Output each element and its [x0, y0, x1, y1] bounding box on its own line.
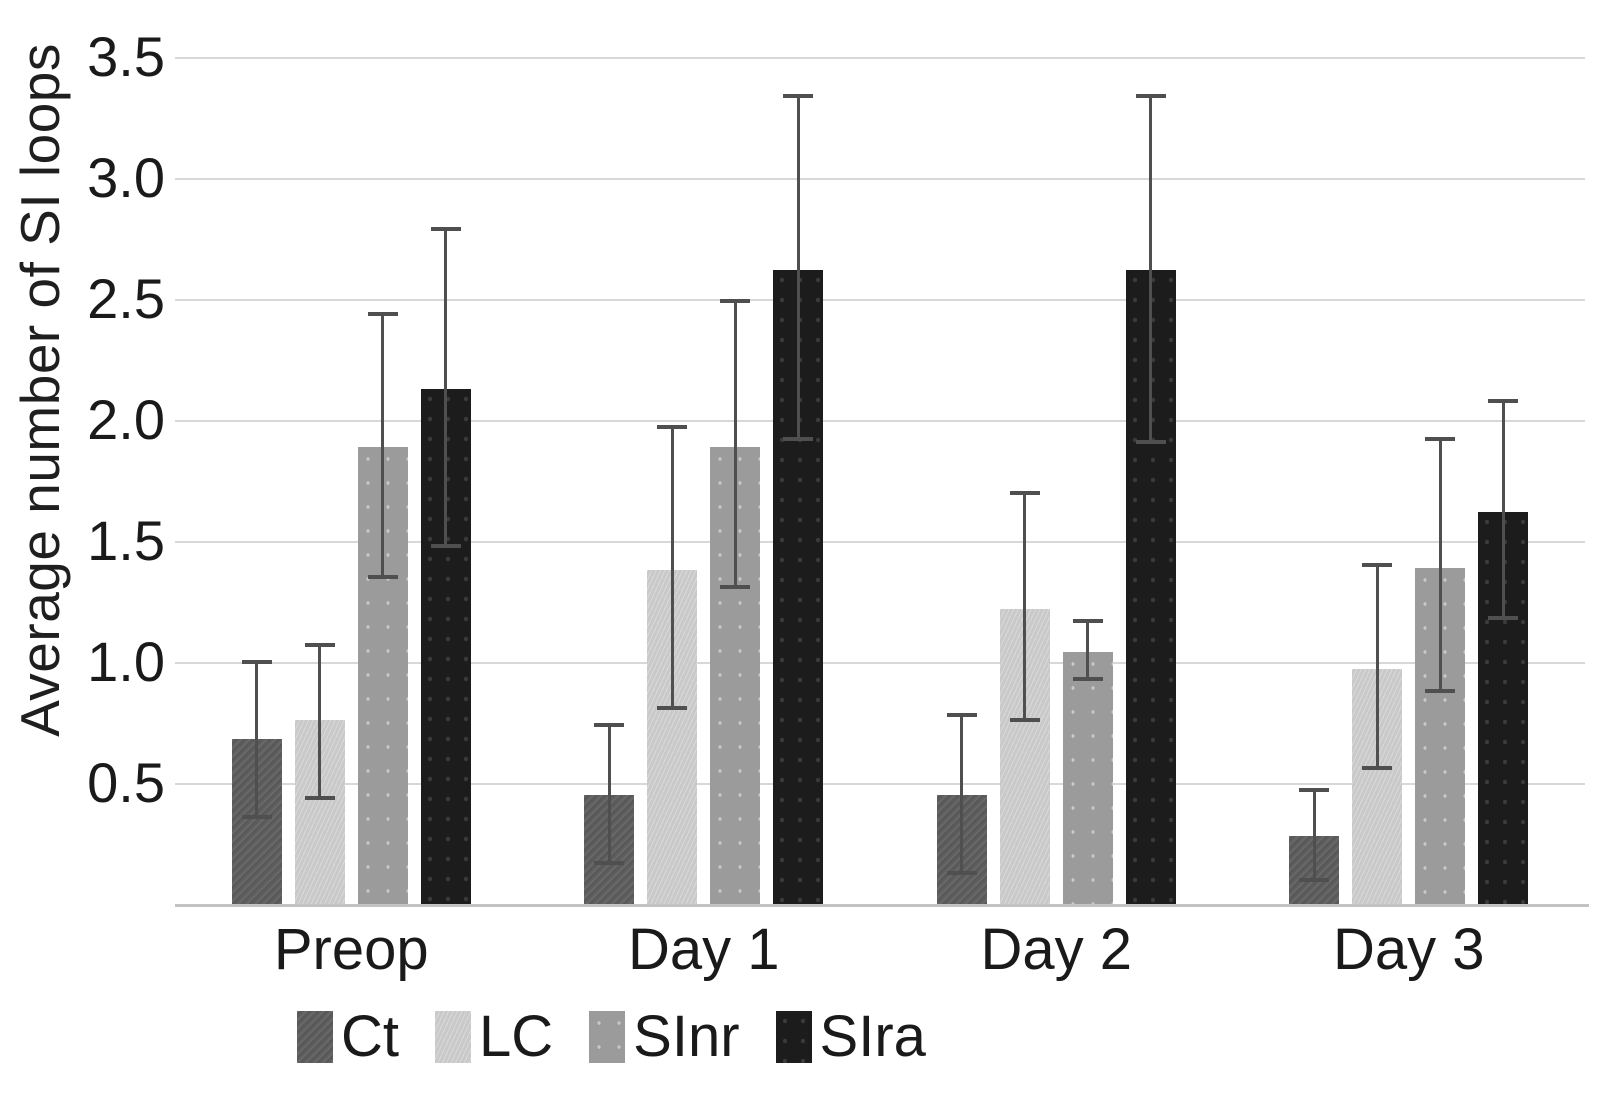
error-bar-cap: [1425, 437, 1456, 442]
error-bar-cap: [1425, 689, 1456, 694]
error-bar-cap: [1009, 718, 1040, 723]
error-bar-line: [381, 313, 385, 578]
error-bar-line: [1023, 492, 1027, 721]
bar-sira-day-3: [1478, 511, 1529, 904]
legend-label-sinr: SInr: [633, 1004, 740, 1069]
x-tick-label-day-2: Day 2: [980, 917, 1133, 982]
error-bar-cap: [946, 870, 977, 875]
legend-item-ct: Ct: [297, 1008, 399, 1066]
legend-swatch-sinr: [589, 1011, 626, 1063]
x-tick-label-day-3: Day 3: [1332, 917, 1485, 982]
error-bar-line: [1438, 439, 1442, 692]
error-bar-cap: [430, 543, 461, 548]
bar-sira-day-2: [1125, 269, 1176, 904]
y-tick-label: 2.0: [87, 388, 165, 451]
y-tick-label: 2.5: [87, 267, 165, 330]
x-axis-line: [175, 904, 1589, 907]
error-bar-cap: [594, 860, 625, 865]
error-bar-cap: [367, 311, 398, 316]
legend-label-sira: SIra: [819, 1004, 926, 1069]
error-bar-line: [318, 645, 322, 798]
y-axis-title: Average number of SI loops: [9, 43, 71, 737]
error-bar-cap: [1488, 398, 1519, 403]
error-bar-cap: [1135, 93, 1166, 98]
legend-swatch-sira: [775, 1011, 812, 1063]
error-bar-line: [255, 662, 259, 817]
error-bar-line: [1086, 620, 1090, 679]
error-bar-line: [796, 95, 800, 440]
gridline: [175, 178, 1585, 180]
error-bar-line: [670, 427, 674, 708]
gridline: [175, 299, 1585, 301]
error-bar-cap: [720, 584, 751, 589]
error-bar-cap: [1072, 618, 1103, 623]
plot-area: [175, 57, 1585, 904]
error-bar-cap: [1362, 563, 1393, 568]
error-bar-line: [1501, 400, 1505, 619]
error-bar-cap: [1299, 877, 1330, 882]
error-bar-cap: [1135, 439, 1166, 444]
error-bar-line: [1375, 565, 1379, 769]
error-bar-cap: [304, 795, 335, 800]
error-bar-cap: [241, 814, 272, 819]
error-bar-cap: [1299, 788, 1330, 793]
x-tick-label-day-1: Day 1: [627, 917, 780, 982]
y-tick-label: 1.0: [87, 630, 165, 693]
error-bar-cap: [720, 299, 751, 304]
x-tick-label-preop: Preop: [273, 917, 429, 982]
error-bar-cap: [241, 660, 272, 664]
error-bar-cap: [657, 705, 688, 710]
legend-label-ct: Ct: [341, 1004, 399, 1069]
error-bar-line: [1312, 790, 1316, 880]
error-bar-cap: [783, 437, 814, 442]
y-tick-label: 1.5: [87, 509, 165, 572]
error-bar-cap: [1362, 766, 1393, 771]
gridline: [175, 783, 1585, 785]
error-bar-line: [444, 228, 448, 546]
error-bar-cap: [1488, 616, 1519, 621]
gridline: [175, 662, 1585, 664]
error-bar-line: [607, 724, 611, 863]
error-bar-cap: [304, 643, 335, 648]
legend-swatch-ct: [297, 1011, 333, 1063]
error-bar-cap: [783, 93, 814, 98]
legend-item-sinr: SInr: [589, 1004, 740, 1069]
gridline: [175, 420, 1585, 422]
legend: Ct LC SInr SIra: [297, 1008, 926, 1066]
error-bar-cap: [430, 226, 461, 231]
gridline: [175, 541, 1585, 543]
y-tick-label: 3.0: [87, 146, 165, 209]
gridline: [175, 57, 1585, 59]
legend-swatch-lc: [435, 1011, 471, 1063]
bar-sinr-day-2: [1062, 652, 1113, 904]
y-tick-label: 0.5: [87, 751, 165, 814]
y-tick-label: 3.5: [87, 25, 165, 88]
error-bar-cap: [657, 425, 688, 430]
error-bar-cap: [594, 722, 625, 727]
error-bar-cap: [1009, 490, 1040, 495]
error-bar-line: [960, 715, 964, 873]
legend-item-lc: LC: [435, 1008, 553, 1066]
error-bar-cap: [1072, 676, 1103, 681]
error-bar-cap: [367, 575, 398, 580]
error-bar-line: [1149, 95, 1153, 442]
bar-sira-day-1: [773, 269, 824, 904]
error-bar-cap: [946, 713, 977, 718]
legend-item-sira: SIra: [775, 1004, 926, 1069]
legend-label-lc: LC: [479, 1004, 554, 1069]
bar-sinr-preop: [357, 446, 408, 904]
error-bar-line: [733, 301, 737, 587]
